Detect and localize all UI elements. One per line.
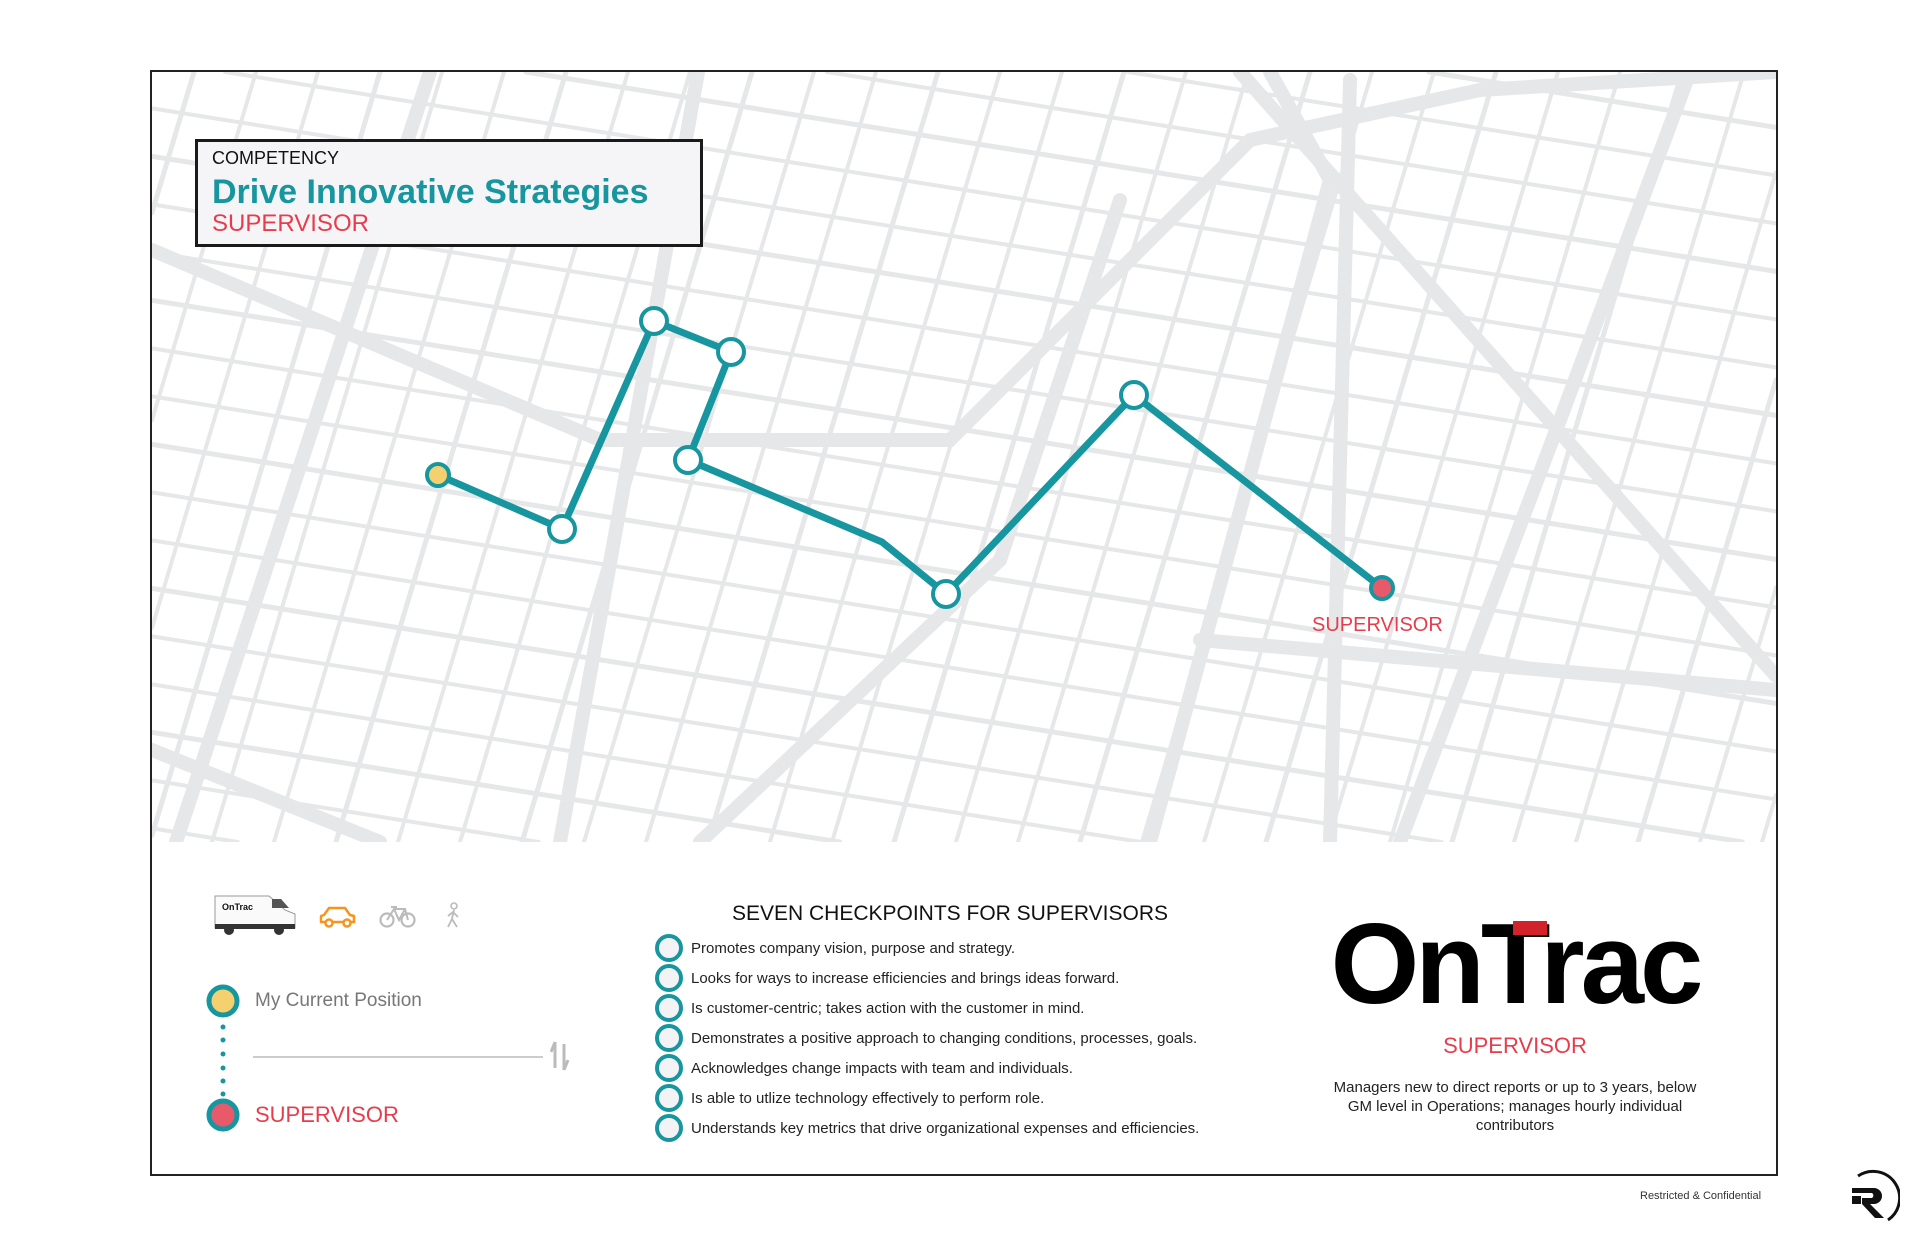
checkpoint-text: Promotes company vision, purpose and str… — [691, 939, 1016, 957]
checkpoint-marker[interactable] — [673, 445, 703, 475]
street — [1426, 72, 1776, 130]
checkpoint-text: Understands key metrics that drive organ… — [691, 1119, 1200, 1137]
current-position-marker[interactable] — [425, 462, 451, 488]
checkpoint-item: Is customer-centric; takes action with t… — [655, 993, 1084, 1023]
progress-track[interactable] — [253, 1056, 543, 1058]
street — [152, 250, 1776, 514]
checkpoint-item: Demonstrates a positive approach to chan… — [655, 1023, 1197, 1053]
checkpoint-marker[interactable] — [547, 514, 577, 544]
brand-role: SUPERVISOR — [1443, 1033, 1587, 1058]
major-road — [1393, 72, 1697, 842]
confidentiality-notice: Restricted & Confidential — [1640, 1190, 1762, 1202]
competency-label: COMPETENCY — [212, 148, 340, 168]
street — [1263, 72, 1499, 842]
competency-name: Drive Innovative Strategies — [212, 173, 649, 211]
destination-marker-icon — [206, 1098, 240, 1132]
major-road — [1233, 72, 1776, 683]
street — [152, 202, 1776, 466]
street — [1388, 72, 1622, 842]
street — [1698, 585, 1776, 842]
checkpoint-item: Looks for ways to increase efficiencies … — [655, 963, 1119, 993]
street — [1574, 170, 1776, 842]
street — [152, 490, 1776, 754]
legend-current-position: My Current Position — [255, 990, 422, 1011]
checkpoint-marker[interactable] — [931, 579, 961, 609]
checkpoint-circle-icon — [655, 1114, 683, 1142]
current-position-marker-icon — [206, 984, 240, 1018]
destination-marker[interactable] — [1369, 575, 1395, 601]
checkpoints-title: SEVEN CHECKPOINTS FOR SUPERVISORS — [731, 902, 1169, 925]
street — [152, 585, 1745, 842]
checkpoint-marker[interactable] — [716, 337, 746, 367]
checkpoint-text: Looks for ways to increase efficiencies … — [691, 969, 1120, 987]
ontrac-logo: OnTrac — [1330, 905, 1704, 1025]
van-label: OnTrac — [222, 902, 253, 912]
checkpoint-item: Acknowledges change impacts with team an… — [655, 1053, 1073, 1083]
checkpoint-text: Acknowledges change impacts with team an… — [691, 1059, 1073, 1077]
street — [152, 394, 1776, 658]
competency-role: SUPERVISOR — [212, 210, 369, 237]
street — [768, 72, 1002, 842]
major-road — [152, 72, 1776, 447]
street — [1760, 793, 1776, 842]
checkpoint-circle-icon — [655, 994, 683, 1022]
checkpoint-circle-icon — [655, 934, 683, 962]
street — [152, 72, 197, 216]
major-road — [1193, 633, 1776, 697]
checkpoint-item: Is able to utlize technology effectively… — [655, 1083, 1044, 1113]
street — [1077, 72, 1313, 842]
street — [1126, 72, 1776, 178]
major-road — [693, 193, 1127, 842]
destination-label: SUPERVISOR — [1312, 614, 1443, 636]
legend-destination: SUPERVISOR — [255, 1102, 399, 1127]
checkpoint-circle-icon — [655, 1084, 683, 1112]
van-icon[interactable]: OnTrac — [212, 890, 302, 936]
checkpoint-text: Is able to utlize technology effectively… — [691, 1089, 1045, 1107]
street — [1635, 377, 1776, 842]
competency-title-box: COMPETENCY Drive Innovative Strategies S… — [195, 139, 703, 247]
checkpoint-item: Understands key metrics that drive organ… — [655, 1113, 1199, 1143]
checkpoint-circle-icon — [655, 1054, 683, 1082]
bike-icon[interactable] — [379, 903, 417, 929]
street — [644, 72, 878, 842]
street — [152, 538, 1776, 802]
major-road — [152, 743, 387, 842]
street — [519, 72, 755, 842]
checkpoint-marker[interactable] — [639, 306, 669, 336]
checkpoint-circle-icon — [655, 1024, 683, 1052]
r-brand-logo-icon — [1852, 1169, 1900, 1222]
street — [152, 634, 1444, 842]
role-description: Managers new to direct reports or up to … — [1333, 1079, 1697, 1134]
street — [152, 826, 240, 842]
major-road — [1323, 73, 1357, 842]
street — [152, 778, 541, 842]
street — [523, 72, 1776, 274]
legend-route — [206, 984, 240, 1132]
checkpoint-text: Is customer-centric; takes action with t… — [691, 999, 1085, 1017]
checkpoint-text: Demonstrates a positive approach to chan… — [691, 1029, 1198, 1047]
street — [152, 682, 1143, 842]
checkpoint-item: Promotes company vision, purpose and str… — [655, 933, 1015, 963]
swap-arrows-icon[interactable] — [550, 1040, 570, 1072]
walk-icon[interactable] — [443, 902, 463, 930]
map-frame — [150, 70, 1778, 1176]
checkpoint-circle-icon — [655, 964, 683, 992]
car-icon[interactable] — [318, 904, 358, 930]
checkpoint-marker[interactable] — [1119, 380, 1149, 410]
street — [223, 72, 1776, 322]
